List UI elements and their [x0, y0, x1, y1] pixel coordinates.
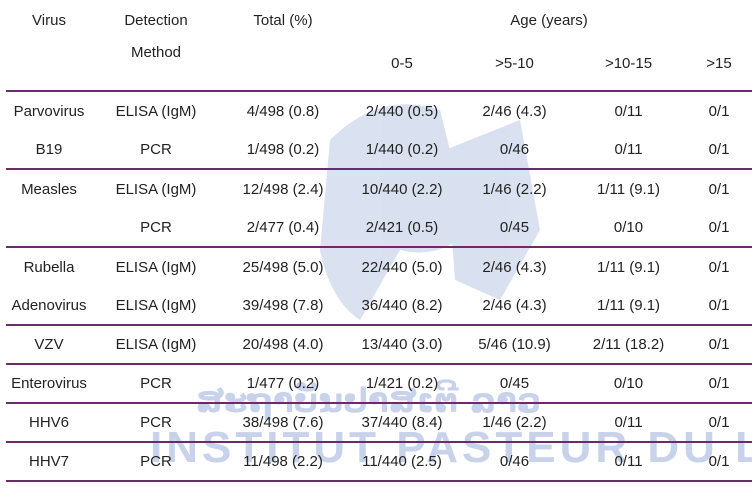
virus-detection-table: Virus Detection Total (%) Age (years) Me… — [6, 4, 752, 482]
table-row: VZV ELISA (IgM) 20/498 (4.0) 13/440 (3.0… — [6, 325, 752, 365]
age-cell: 0/1 — [708, 102, 730, 120]
table-row: B19 PCR 1/498 (0.2) 1/440 (0.2) 0/46 0/1… — [6, 130, 752, 170]
virus-cell: Rubella — [23, 258, 75, 276]
method-cell: ELISA (IgM) — [115, 102, 197, 120]
total-cell: 1/477 (0.2) — [220, 364, 346, 404]
method-cell: ELISA (IgM) — [92, 286, 220, 326]
header-detection: Detection — [124, 11, 188, 29]
method-cell: PCR — [92, 130, 220, 170]
age-cell: 36/440 (8.2) — [346, 286, 458, 326]
age-cell: 0/11 — [571, 442, 686, 482]
method-cell: ELISA (IgM) — [92, 325, 220, 365]
age-cell: 5/46 (10.9) — [458, 325, 571, 365]
virus-cell: HHV7 — [6, 442, 92, 482]
table-row: HHV7 PCR 11/498 (2.2) 11/440 (2.5) 0/46 … — [6, 442, 752, 482]
virus-cell: HHV6 — [6, 403, 92, 443]
method-cell: PCR — [92, 442, 220, 482]
table-row: PCR 2/477 (0.4) 2/421 (0.5) 0/45 0/10 0/… — [6, 208, 752, 248]
total-cell: 4/498 (0.8) — [246, 102, 320, 120]
virus-cell: Adenovirus — [6, 286, 92, 326]
method-cell: ELISA (IgM) — [115, 258, 197, 276]
age-cell: 0/45 — [458, 364, 571, 404]
virus-cell: B19 — [6, 130, 92, 170]
header-virus: Virus — [32, 11, 66, 29]
age-cell: 10/440 (2.2) — [361, 180, 443, 198]
header-age-10-15: >10-15 — [571, 36, 686, 92]
age-cell: 0/46 — [458, 442, 571, 482]
age-cell: 2/46 (4.3) — [458, 286, 571, 326]
age-cell: 1/421 (0.2) — [346, 364, 458, 404]
header-virus-spacer — [6, 36, 92, 92]
total-cell: 2/477 (0.4) — [220, 208, 346, 248]
header-row-2: Method 0-5 >5-10 >10-15 >15 — [6, 36, 752, 92]
total-cell: 12/498 (2.4) — [242, 180, 324, 198]
header-method: Method — [92, 36, 220, 92]
table-row: Enterovirus PCR 1/477 (0.2) 1/421 (0.2) … — [6, 364, 752, 404]
age-cell: 0/10 — [571, 208, 686, 248]
age-cell: 0/1 — [686, 442, 752, 482]
table-row: HHV6 PCR 38/498 (7.6) 37/440 (8.4) 1/46 … — [6, 403, 752, 443]
age-cell: 1/11 (9.1) — [596, 180, 661, 198]
virus-cell: Measles — [21, 180, 77, 198]
age-cell: 0/11 — [571, 403, 686, 443]
age-cell: 2/11 (18.2) — [571, 325, 686, 365]
total-cell: 25/498 (5.0) — [242, 258, 324, 276]
header-age-15: >15 — [686, 36, 752, 92]
age-cell: 2/421 (0.5) — [346, 208, 458, 248]
total-cell: 11/498 (2.2) — [220, 442, 346, 482]
header-total-spacer — [220, 36, 346, 92]
age-cell: 0/45 — [458, 208, 571, 248]
table-row: Adenovirus ELISA (IgM) 39/498 (7.8) 36/4… — [6, 286, 752, 326]
virus-cell: Enterovirus — [6, 364, 92, 404]
header-row-1: Virus Detection Total (%) Age (years) — [6, 4, 752, 36]
age-cell: 1/46 (2.2) — [458, 403, 571, 443]
total-cell: 39/498 (7.8) — [220, 286, 346, 326]
method-cell: PCR — [92, 364, 220, 404]
age-cell: 0/11 — [571, 130, 686, 170]
age-cell: 2/46 (4.3) — [482, 102, 547, 120]
age-cell: 0/1 — [686, 403, 752, 443]
method-cell: ELISA (IgM) — [115, 180, 197, 198]
age-cell: 0/46 — [458, 130, 571, 170]
table-row: Measles ELISA (IgM) 12/498 (2.4) 10/440 … — [6, 169, 752, 208]
table-row: Parvovirus ELISA (IgM) 4/498 (0.8) 2/440… — [6, 91, 752, 130]
age-cell: 1/46 (2.2) — [482, 180, 547, 198]
age-cell: 0/1 — [708, 180, 730, 198]
age-cell: 1/11 (9.1) — [571, 286, 686, 326]
total-cell: 20/498 (4.0) — [220, 325, 346, 365]
total-cell: 38/498 (7.6) — [220, 403, 346, 443]
age-cell: 0/1 — [686, 286, 752, 326]
age-cell: 22/440 (5.0) — [361, 258, 443, 276]
virus-cell — [6, 208, 92, 248]
age-cell: 1/11 (9.1) — [596, 258, 661, 276]
virus-cell: VZV — [6, 325, 92, 365]
method-cell: PCR — [92, 208, 220, 248]
header-total: Total (%) — [253, 11, 313, 29]
age-cell: 0/1 — [686, 325, 752, 365]
age-cell: 0/1 — [708, 258, 730, 276]
header-age-5-10: >5-10 — [458, 36, 571, 92]
age-cell: 13/440 (3.0) — [346, 325, 458, 365]
age-cell: 2/440 (0.5) — [365, 102, 439, 120]
method-cell: PCR — [92, 403, 220, 443]
age-cell: 11/440 (2.5) — [346, 442, 458, 482]
age-cell: 37/440 (8.4) — [346, 403, 458, 443]
table-row: Rubella ELISA (IgM) 25/498 (5.0) 22/440 … — [6, 247, 752, 286]
header-age: Age (years) — [510, 11, 588, 29]
age-cell: 0/1 — [686, 364, 752, 404]
age-cell: 0/1 — [686, 130, 752, 170]
age-cell: 0/1 — [686, 208, 752, 248]
virus-cell: Parvovirus — [13, 102, 85, 120]
age-cell: 1/440 (0.2) — [346, 130, 458, 170]
total-cell: 1/498 (0.2) — [220, 130, 346, 170]
age-cell: 0/11 — [614, 102, 643, 120]
header-age-0-5: 0-5 — [346, 36, 458, 92]
age-cell: 2/46 (4.3) — [482, 258, 547, 276]
age-cell: 0/10 — [571, 364, 686, 404]
